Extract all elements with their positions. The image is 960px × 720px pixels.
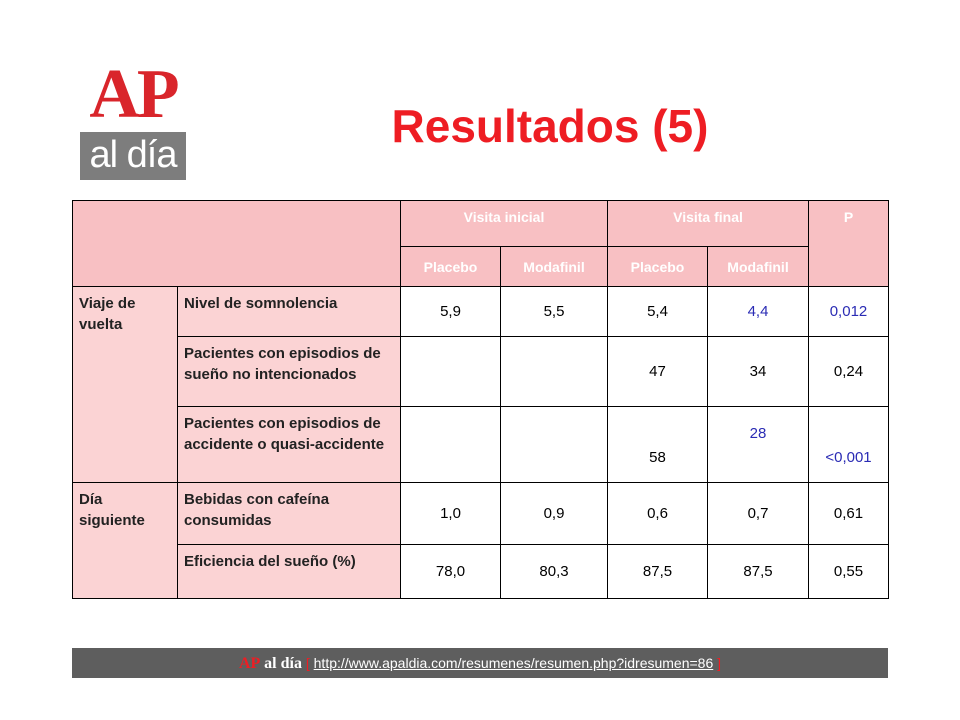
cell-value: 34 <box>707 336 809 407</box>
group-label-dia-siguiente: Día siguiente <box>72 482 178 599</box>
cell-value: <0,001 <box>808 406 889 483</box>
logo-aldia-text: al día <box>80 132 186 180</box>
cell-value: 87,5 <box>607 544 708 599</box>
footer-close-bracket: ] <box>717 655 722 671</box>
group-label-viaje-de-vuelta: Viaje de vuelta <box>72 286 178 483</box>
cell-value: 0,24 <box>808 336 889 407</box>
cell-value: 80,3 <box>500 544 608 599</box>
cell-value <box>400 406 501 483</box>
cell-value: 58 <box>607 406 708 483</box>
cell-value: 0,55 <box>808 544 889 599</box>
cell-value: 5,9 <box>400 286 501 337</box>
header-visita-inicial: Visita inicial <box>400 200 608 247</box>
cell-value: 5,4 <box>607 286 708 337</box>
cell-value: 47 <box>607 336 708 407</box>
footer-ap: AP <box>238 655 261 672</box>
cell-value: 78,0 <box>400 544 501 599</box>
header-visita-final: Visita final <box>607 200 809 247</box>
header-p: P <box>808 200 889 287</box>
logo-ap-text: AP <box>89 56 179 133</box>
cell-value: 0,9 <box>500 482 608 545</box>
cell-value: 0,012 <box>808 286 889 337</box>
cell-value: 28 <box>707 406 809 483</box>
footer-url-link[interactable]: http://www.apaldia.com/resumenes/resumen… <box>313 655 714 671</box>
header-placebo-final: Placebo <box>607 246 708 287</box>
footer-open-bracket: [ <box>305 655 310 671</box>
table-row: Pacientes con episodios de sueño no inte… <box>73 336 889 407</box>
header-modafinil-inicial: Modafinil <box>500 246 608 287</box>
table-row: Día siguiente Bebidas con cafeína consum… <box>72 482 889 599</box>
header-corner <box>72 200 401 287</box>
cell-value: 0,61 <box>808 482 889 545</box>
footer-aldia: al día <box>264 655 302 672</box>
cell-value: 5,5 <box>500 286 608 337</box>
cell-value: 87,5 <box>707 544 809 599</box>
header-modafinil-final: Modafinil <box>707 246 809 287</box>
table-row: Pacientes con episodios de accidente o q… <box>73 406 889 483</box>
row-label: Pacientes con episodios de accidente o q… <box>177 406 401 483</box>
table-row: Viaje de vuelta Nivel de somnolencia 5,9… <box>72 286 889 483</box>
cell-value <box>500 336 608 407</box>
row-label: Eficiencia del sueño (%) <box>177 544 401 599</box>
row-label: Bebidas con cafeína consumidas <box>177 482 401 545</box>
cell-value <box>500 406 608 483</box>
cell-value: 4,4 <box>707 286 809 337</box>
header-row-1: Visita inicial Visita final P <box>72 200 889 287</box>
row-label: Nivel de somnolencia <box>177 286 401 337</box>
cell-value <box>400 336 501 407</box>
cell-value: 0,6 <box>607 482 708 545</box>
header-placebo-inicial: Placebo <box>400 246 501 287</box>
footer-bar: AP al día [ http://www.apaldia.com/resum… <box>72 648 888 678</box>
cell-value: 1,0 <box>400 482 501 545</box>
table-row: Eficiencia del sueño (%) 78,0 80,3 87,5 … <box>73 544 889 599</box>
row-label: Pacientes con episodios de sueño no inte… <box>177 336 401 407</box>
page-title: Resultados (5) <box>391 100 709 152</box>
results-table: Visita inicial Visita final P Placebo Mo… <box>72 200 889 599</box>
cell-value: 0,7 <box>707 482 809 545</box>
apaldia-logo: AP al día <box>80 60 186 182</box>
header-row-2: Placebo Modafinil Placebo Modafinil <box>72 246 889 287</box>
